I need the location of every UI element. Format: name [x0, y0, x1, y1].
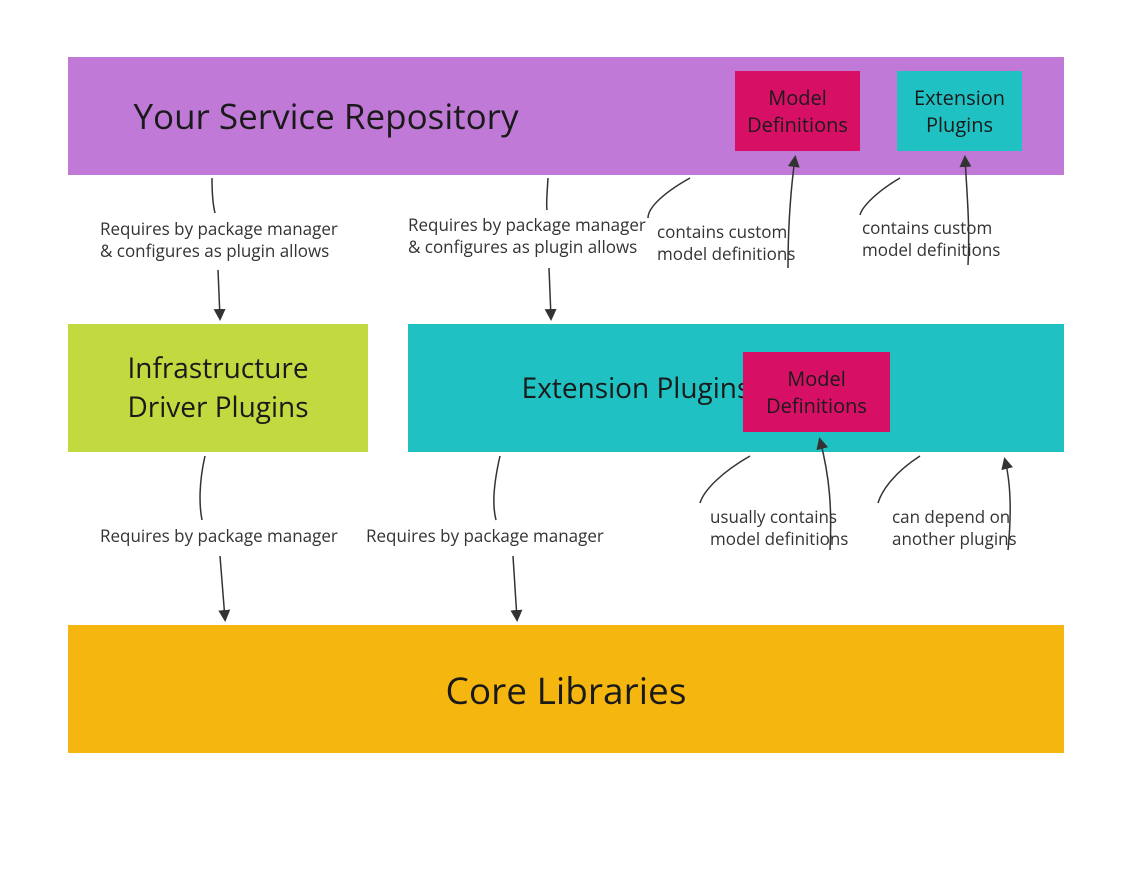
edge-label-requires-3: Requires by package manager — [100, 525, 338, 547]
node-infrastructure-plugins: Infrastructure Driver Plugins — [68, 324, 368, 452]
edge-label-line1: can depend on — [892, 506, 1017, 528]
node-label: Infrastructure Driver Plugins — [68, 349, 368, 427]
node-label: Model Definitions — [743, 365, 890, 419]
node-extension-plugins-mid: Extension Plugins — [408, 324, 1064, 452]
edge-label-line2: & configures as plugin allows — [408, 236, 646, 258]
node-label: Model Definitions — [735, 84, 860, 138]
edge-label-line1: usually contains — [710, 506, 848, 528]
edge-label-line2: model definitions — [710, 528, 848, 550]
edge-label-line1: Requires by package manager — [100, 218, 338, 240]
edge-label-line1: contains custom — [657, 221, 795, 243]
edge-label-line2: another plugins — [892, 528, 1017, 550]
edge-label-line2: & configures as plugin allows — [100, 240, 338, 262]
edge-label-depend-on: can depend on another plugins — [892, 506, 1017, 550]
node-label: Your Service Repository — [133, 93, 518, 140]
edge-label-requires-1: Requires by package manager & configures… — [100, 218, 338, 262]
edge-label-requires-4: Requires by package manager — [366, 525, 604, 547]
node-model-definitions-top: Model Definitions — [735, 71, 860, 151]
edge-label-line2: model definitions — [657, 243, 795, 265]
edge-label-contains-2: contains custom model definitions — [862, 217, 1000, 261]
edge-label-usually-contains: usually contains model definitions — [710, 506, 848, 550]
edge-label-line1: Requires by package manager — [100, 525, 338, 547]
edge-label-line2: model definitions — [862, 239, 1000, 261]
edge-label-requires-2: Requires by package manager & configures… — [408, 214, 646, 258]
edge-label-line1: contains custom — [862, 217, 1000, 239]
edge-label-line1: Requires by package manager — [366, 525, 604, 547]
edge-label-contains-1: contains custom model definitions — [657, 221, 795, 265]
node-core-libraries: Core Libraries — [68, 625, 1064, 753]
node-label: Core Libraries — [446, 664, 687, 715]
node-label: Extension Plugins — [522, 369, 751, 407]
architecture-diagram: Your Service Repository Model Definition… — [0, 0, 1125, 888]
node-model-definitions-mid: Model Definitions — [743, 352, 890, 432]
edge-label-line1: Requires by package manager — [408, 214, 646, 236]
node-label: Extension Plugins — [897, 84, 1022, 138]
node-extension-plugins-top: Extension Plugins — [897, 71, 1022, 151]
